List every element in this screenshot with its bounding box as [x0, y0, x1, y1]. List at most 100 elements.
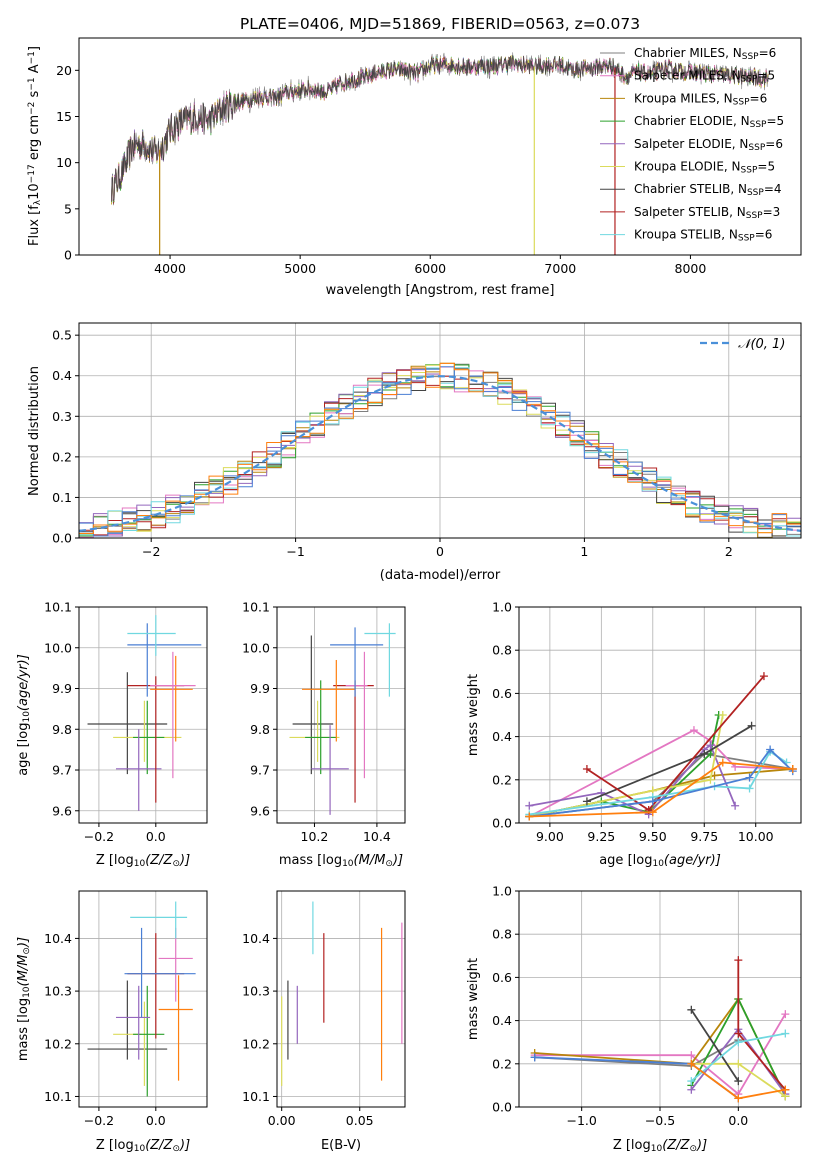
y-tick-label: 9.7	[52, 763, 72, 778]
weight-marker	[687, 1085, 696, 1094]
y-axis-label: mass [log10(M/M⊙)]	[16, 937, 32, 1061]
x-axis-label: wavelength [Angstrom, rest frame]	[326, 283, 555, 298]
y-tick-label: 9.9	[52, 681, 72, 696]
x-tick-label: 9.50	[639, 829, 667, 844]
x-axis-label: Z [log10(Z/Z⊙)]	[613, 1138, 707, 1154]
y-axis-label: age [log10(age/yr)]	[16, 654, 32, 776]
legend-entry: Kroupa MILES, NSSP=6	[634, 91, 767, 107]
x-tick-label: −1	[286, 544, 304, 559]
y-tick-label: 0.2	[492, 772, 512, 787]
y-tick-label: 9.8	[52, 722, 72, 737]
y-tick-label: 10.0	[44, 640, 72, 655]
legend-entry: 𝒩(0, 1)	[738, 337, 785, 352]
y-tick-label: 0.0	[492, 1100, 512, 1115]
x-tick-label: 1	[580, 544, 588, 559]
y-tick-label: 0.4	[52, 368, 72, 383]
x-axis-label: age [log10(age/yr)]	[599, 853, 721, 869]
x-tick-label: −0.2	[84, 1113, 114, 1128]
x-axis-label: mass [log10(M/M⊙)]	[279, 853, 403, 869]
y-tick-label: 20	[56, 63, 72, 78]
massweight-vs-metallicity-plot: −1.0 −0.5 0.0 0.0 0.2 0.4 0.6 0.8 1.0 Z [log10(Z/…	[466, 884, 802, 1154]
legend-entry: Kroupa STELIB, NSSP=6	[634, 228, 772, 244]
y-tick-label: 9.6	[250, 803, 270, 818]
weight-marker	[718, 711, 727, 719]
weight-marker	[687, 1005, 696, 1014]
y-tick-label: 10.1	[242, 1089, 270, 1104]
figure-title: PLATE=0406, MJD=51869, FIBERID=0563, z=0…	[240, 15, 640, 33]
axes-frame	[78, 606, 208, 824]
legend-entry: Chabrier ELODIE, NSSP=5	[634, 114, 784, 130]
x-tick-label: −0.2	[84, 829, 114, 844]
x-axis-label: Z [log10(Z/Z⊙)]	[96, 1138, 190, 1154]
weight-marker	[781, 1029, 790, 1038]
weight-series	[529, 761, 793, 818]
x-tick-label: 5000	[284, 261, 316, 276]
x-axis-label: E(B-V)	[321, 1138, 361, 1153]
residual-histogram: −2 −1 0 1 2 0.0 0.1 0.2 0.3 0.4 0.5 𝒩(0, 1) (data-mo…	[27, 322, 802, 583]
y-tick-label: 0.2	[52, 449, 72, 464]
axes-frame	[518, 606, 802, 824]
axes-frame	[78, 890, 208, 1108]
y-tick-label: 10.3	[44, 984, 72, 999]
x-axis-label: Z [log10(Z/Z⊙)]	[96, 853, 190, 869]
weight-marker	[687, 1077, 696, 1086]
x-tick-label: 2	[725, 544, 733, 559]
legend-entry: Kroupa ELODIE, NSSP=5	[634, 160, 775, 176]
x-tick-label: −1.0	[566, 1113, 596, 1128]
y-axis-label: Normed distribution	[27, 366, 42, 496]
y-tick-label: 0.3	[52, 409, 72, 424]
y-tick-label: 0	[64, 248, 72, 263]
weight-marker	[781, 1085, 790, 1094]
x-tick-label: 0	[436, 544, 444, 559]
y-axis-label: Flux [fλ10−17 erg cm−2 s−1 A−1]	[27, 46, 43, 246]
weight-marker	[734, 1094, 743, 1103]
y-tick-label: 10	[56, 155, 72, 170]
y-tick-label: 0.0	[52, 531, 72, 546]
weight-marker	[689, 726, 698, 735]
y-tick-label: 10.1	[44, 600, 72, 615]
x-tick-label: 9.75	[690, 829, 718, 844]
weight-marker	[766, 745, 775, 754]
x-tick-label: 0.00	[268, 1113, 296, 1128]
legend: Chabrier MILES, NSSP=6 Salpeter MILES, NS…	[600, 46, 784, 244]
y-tick-label: 10.3	[242, 984, 270, 999]
weight-marker	[582, 765, 591, 773]
y-tick-label: 0.8	[492, 927, 512, 942]
weight-series	[534, 1013, 787, 1096]
x-tick-label: −0.5	[645, 1113, 675, 1128]
x-tick-label: 8000	[675, 261, 707, 276]
axes-frame	[78, 37, 802, 256]
x-tick-label: 7000	[544, 261, 576, 276]
weight-marker	[648, 797, 657, 806]
axes-frame	[276, 606, 406, 824]
legend-entry: Salpeter MILES, NSSP=5	[634, 69, 775, 85]
weight-marker	[718, 758, 727, 767]
y-tick-label: 10.4	[44, 931, 72, 946]
weight-marker	[759, 672, 768, 681]
weight-marker	[687, 1059, 696, 1068]
legend-entry: Chabrier MILES, NSSP=6	[634, 46, 776, 62]
weight-marker	[706, 741, 715, 750]
y-tick-label: 9.8	[250, 722, 270, 737]
weight-marker	[734, 1038, 743, 1047]
x-tick-label: −2	[142, 544, 160, 559]
weight-marker	[525, 801, 534, 810]
y-tick-label: 0.8	[492, 643, 512, 658]
x-tick-label: 4000	[154, 261, 186, 276]
y-tick-label: 0.4	[492, 729, 512, 744]
y-tick-label: 10.2	[44, 1036, 72, 1051]
axes-frame	[276, 890, 406, 1108]
y-tick-label: 9.7	[250, 763, 270, 778]
weight-marker	[525, 812, 534, 821]
gaussian-curve	[78, 375, 802, 532]
weight-marker	[687, 1051, 696, 1060]
legend-entry: Salpeter STELIB, NSSP=3	[634, 205, 780, 221]
y-axis-label: mass weight	[466, 674, 481, 756]
y-tick-label: 5	[64, 201, 72, 216]
axes-frame	[78, 322, 802, 539]
weight-marker	[781, 1010, 790, 1019]
weight-series	[690, 1009, 740, 1082]
legend-entry: Chabrier STELIB, NSSP=4	[634, 182, 782, 198]
x-tick-label: 10.00	[738, 829, 774, 844]
